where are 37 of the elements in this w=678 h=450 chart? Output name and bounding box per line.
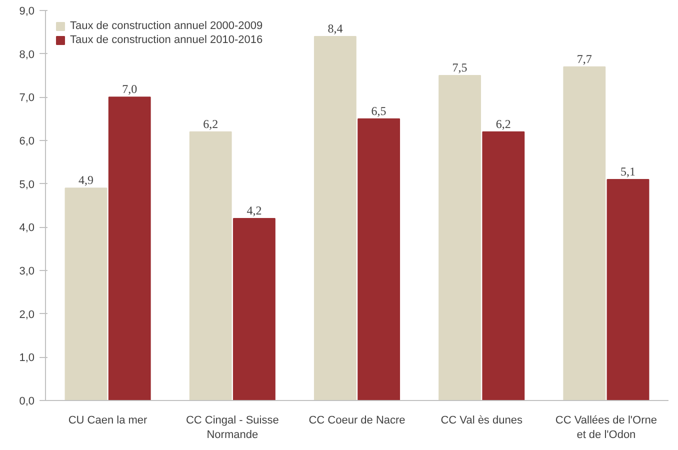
data-label: 8,4 bbox=[328, 22, 343, 36]
bar bbox=[482, 131, 525, 400]
x-tick-label: CC Vallées de l'Orne et de l'Odon bbox=[555, 414, 657, 441]
data-label: 7,0 bbox=[122, 82, 138, 96]
data-label: 4,2 bbox=[246, 204, 262, 218]
y-tick-label: 4,0 bbox=[19, 222, 35, 234]
bar bbox=[108, 96, 151, 400]
y-tick-label: 6,0 bbox=[19, 136, 35, 148]
y-tick-label: 0,0 bbox=[19, 396, 35, 408]
legend-label: Taux de construction annuel 2010-2016 bbox=[70, 34, 263, 46]
data-label: 4,9 bbox=[78, 173, 94, 188]
x-tick-label: CC Cingal - Suisse Normande bbox=[186, 414, 279, 441]
y-tick-label: 5,0 bbox=[19, 178, 35, 191]
y-tick-label: 8,0 bbox=[19, 48, 35, 61]
y-tick-label: 2,0 bbox=[19, 308, 35, 321]
bar bbox=[606, 179, 650, 400]
bar bbox=[64, 188, 108, 400]
bar bbox=[438, 75, 482, 400]
y-tick-label: 7,0 bbox=[19, 92, 35, 104]
legend-label: Taux de construction annuel 2000-2009 bbox=[70, 20, 263, 32]
y-tick-label: 1,0 bbox=[19, 352, 35, 364]
bar bbox=[189, 131, 232, 400]
x-tick-label: CC Coeur de Nacre bbox=[308, 414, 406, 426]
bar bbox=[232, 218, 276, 400]
data-label: 7,7 bbox=[576, 52, 592, 66]
bar bbox=[314, 36, 356, 400]
y-tick-label: 3,0 bbox=[19, 266, 35, 278]
bar bbox=[563, 66, 606, 400]
data-label: 6,5 bbox=[371, 104, 386, 118]
data-label: 5,1 bbox=[620, 164, 636, 178]
bar bbox=[358, 118, 400, 400]
data-label: 7,5 bbox=[452, 60, 468, 74]
x-tick-label: CU Caen la mer bbox=[68, 414, 148, 426]
data-label: 6,2 bbox=[496, 116, 511, 131]
y-tick-label: 9,0 bbox=[19, 6, 35, 18]
data-label: 6,2 bbox=[203, 116, 218, 131]
x-tick-label: CC Val ès dunes bbox=[440, 414, 523, 426]
